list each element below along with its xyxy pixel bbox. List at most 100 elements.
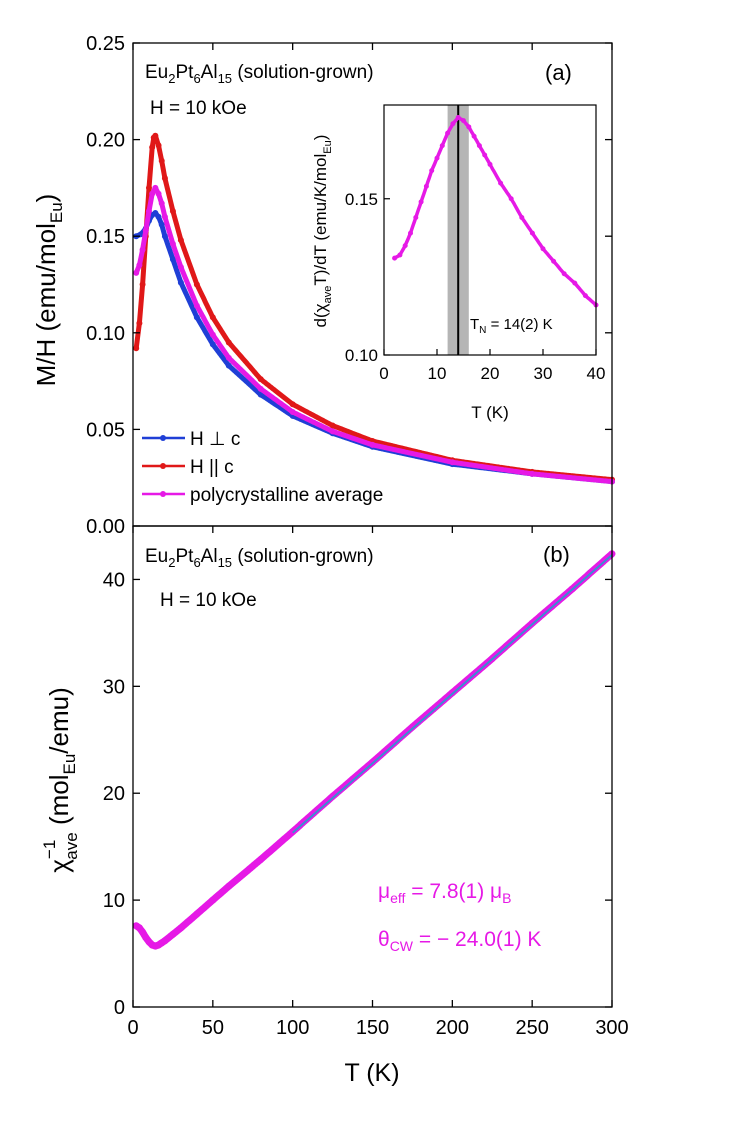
panel-a-legend: H ⊥ c H || c polycrystalline average xyxy=(142,429,383,506)
panel-a-y-tick-label: 0.25 xyxy=(86,33,125,55)
series-2-point-8 xyxy=(158,200,165,207)
series-2-point-13 xyxy=(209,331,216,338)
panel-a-y-tick-label: 0.20 xyxy=(86,130,125,152)
series-2-point-14 xyxy=(225,354,232,361)
panel-b-frame xyxy=(132,525,613,1008)
panel-b-point-13 xyxy=(209,896,217,904)
panel-b-point-12 xyxy=(193,910,201,918)
inset-point-15 xyxy=(471,133,477,139)
inset-point-20 xyxy=(508,196,514,202)
panel-b-point-10 xyxy=(169,930,177,938)
series-2-point-17 xyxy=(329,428,336,435)
legend-marker-h-perp-c xyxy=(160,435,166,441)
panel-a: 0.00 0.05 0.10 0.15 0.20 0.25 Eu2Pt6Al15 (sol… xyxy=(31,33,615,538)
series-1-point-4 xyxy=(145,184,152,191)
inset-point-21 xyxy=(519,215,525,220)
series-1-point-12 xyxy=(177,237,184,244)
series-2-point-1 xyxy=(136,262,143,269)
series-0-point-8 xyxy=(161,233,168,240)
legend-label-polycrystalline-average: polycrystalline average xyxy=(190,485,383,506)
inset-frame xyxy=(383,104,597,356)
panel-a-label: (a) xyxy=(545,60,572,85)
series-1-point-18 xyxy=(329,422,336,429)
inset-x-tick-label: 0 xyxy=(379,364,388,383)
panel-a-sample-title: Eu2Pt6Al15 (solution-grown) xyxy=(145,62,374,86)
inset-point-4 xyxy=(413,215,419,220)
inset-point-19 xyxy=(498,180,504,186)
panel-a-y-tick-label: 0.05 xyxy=(86,419,125,441)
series-2-point-18 xyxy=(369,441,376,448)
series-2-point-16 xyxy=(289,409,296,416)
series-0-point-13 xyxy=(225,362,232,369)
legend-label-h-perp-c: H ⊥ c xyxy=(190,429,240,450)
panel-b-y-tick-label: 0 xyxy=(114,997,125,1019)
series-1-point-5 xyxy=(149,144,156,151)
series-2-point-10 xyxy=(169,240,176,247)
panel-b-point-14 xyxy=(225,882,233,890)
panel-b-y-axis-label: χ−1 ave (molEu/emu) xyxy=(40,687,81,873)
legend-marker-polycrystalline-average xyxy=(160,491,166,497)
panel-b-annotation-theta-cw: θCW = − 24.0(1) K xyxy=(378,928,541,954)
series-0-point-9 xyxy=(169,256,176,263)
panel-b-label: (b) xyxy=(543,542,570,567)
panel-b-point-15 xyxy=(257,855,265,863)
inset-point-24 xyxy=(551,258,557,264)
inset-tn-label: TN = 14(2) K xyxy=(470,316,553,336)
inset-point-11 xyxy=(450,121,456,127)
panel-b-point-11 xyxy=(177,924,185,932)
inset-data-series xyxy=(392,115,599,308)
series-1-point-2 xyxy=(139,281,146,288)
inset-point-25 xyxy=(561,271,567,277)
panel-b-x-tick-label: 0 xyxy=(127,1017,138,1039)
series-2-point-9 xyxy=(161,213,168,220)
panel-b-point-17 xyxy=(329,792,337,800)
series-1-point-17 xyxy=(289,401,296,408)
inset-point-22 xyxy=(529,230,535,236)
panel-a-data-series xyxy=(133,132,615,485)
series-1-point-7 xyxy=(152,132,159,139)
inset-point-9 xyxy=(439,143,445,149)
series-2-point-4 xyxy=(145,208,152,215)
series-1-point-13 xyxy=(193,281,200,288)
series-2-point-15 xyxy=(257,385,264,392)
inset-point-8 xyxy=(434,155,440,161)
panel-b-x-tick-label: 150 xyxy=(356,1017,389,1039)
panel-b-x-tick-label: 200 xyxy=(436,1017,469,1039)
inset-point-23 xyxy=(540,246,546,252)
panel-b: 0 50 100 150 200 250 300 0 10 20 30 40 Eu2Pt6Al15 (… xyxy=(40,525,629,1087)
panel-b-x-axis-label: T (K) xyxy=(344,1059,399,1087)
inset-point-2 xyxy=(402,243,408,249)
inset-tn-band xyxy=(447,105,469,355)
series-2-point-12 xyxy=(193,302,200,309)
panel-b-x-tick-label: 300 xyxy=(595,1017,628,1039)
series-0-point-12 xyxy=(209,341,216,348)
series-1-point-0 xyxy=(133,345,140,352)
inset-point-1 xyxy=(397,252,403,258)
series-1-point-15 xyxy=(225,339,232,346)
inset-point-0 xyxy=(392,255,398,261)
panel-b-y-tick-label: 10 xyxy=(103,890,125,912)
series-1-point-8 xyxy=(155,142,162,149)
inset-point-16 xyxy=(476,143,482,149)
panel-a-y-tick-label: 0.10 xyxy=(86,323,125,345)
panel-b-x-tick-label: 100 xyxy=(276,1017,309,1039)
panel-a-y-tick-label: 0.00 xyxy=(86,516,125,538)
panel-a-ticks: 0.00 0.05 0.10 0.15 0.20 0.25 xyxy=(86,33,613,538)
series-2-point-2 xyxy=(139,246,146,253)
series-2-point-6 xyxy=(152,184,159,191)
panel-b-y-tick-label: 30 xyxy=(103,676,125,698)
series-0-point-11 xyxy=(193,314,200,321)
inset-point-12 xyxy=(455,115,461,120)
series-1-point-1 xyxy=(136,320,143,327)
series-0-point-14 xyxy=(257,391,264,398)
panel-b-y-tick-label: 40 xyxy=(103,569,125,591)
series-1-point-9 xyxy=(158,157,165,164)
series-1-point-11 xyxy=(169,208,176,215)
panel-b-data-series xyxy=(132,550,616,950)
inset-x-tick-label: 40 xyxy=(587,364,606,383)
panel-a-y-axis-label: M/H (emu/molEu) xyxy=(31,194,66,387)
series-2-point-3 xyxy=(142,227,149,234)
series-2-point-20 xyxy=(529,470,536,477)
inset-point-18 xyxy=(487,161,493,167)
